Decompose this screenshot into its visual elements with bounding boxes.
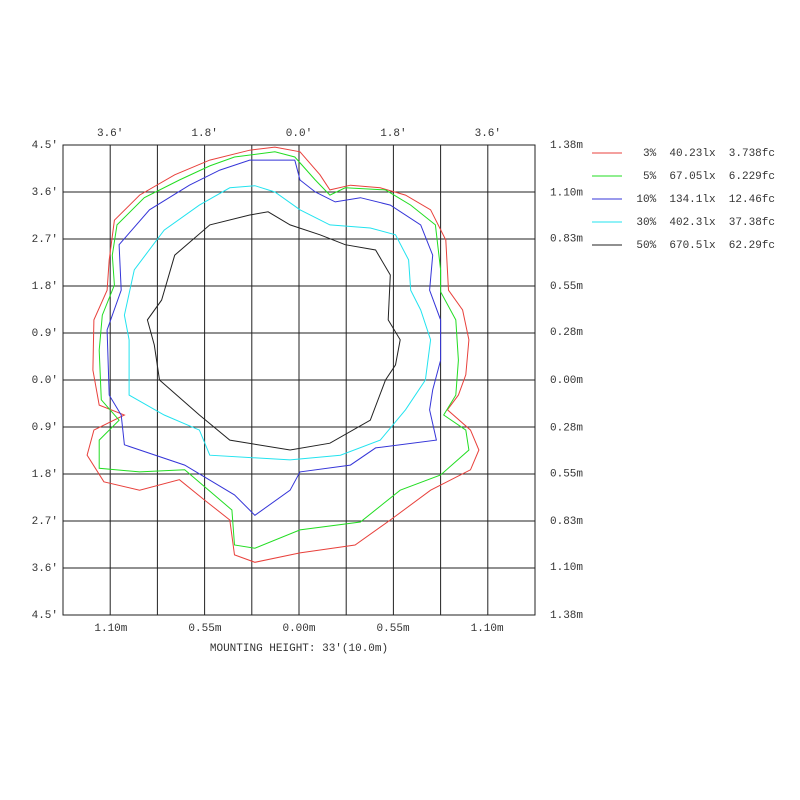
- x-tick-label: 3.6': [475, 128, 501, 140]
- contour-line: [123, 185, 432, 461]
- x-tick-label: 3.6': [97, 128, 123, 140]
- x2-tick-label: 0.55m: [377, 623, 410, 635]
- y2-tick-label: 0.28m: [550, 327, 583, 339]
- x-tick-label: 0.0': [286, 128, 312, 140]
- y-tick-label: 1.8': [32, 469, 58, 481]
- x2-tick-label: 1.10m: [94, 623, 127, 635]
- x-tick-label: 1.8': [380, 128, 406, 140]
- x-tick-label: 1.8': [191, 128, 217, 140]
- legend-label: 10% 134.1lx 12.46fc: [636, 194, 775, 206]
- y2-tick-label: 0.83m: [550, 516, 583, 528]
- y2-tick-label: 1.10m: [550, 562, 583, 574]
- y2-tick-label: 1.38m: [550, 140, 583, 152]
- contour-line: [86, 146, 480, 563]
- y2-tick-label: 0.28m: [550, 423, 583, 435]
- x2-tick-label: 0.55m: [188, 623, 221, 635]
- y2-tick-label: 0.00m: [550, 375, 583, 387]
- y-tick-label: 0.9': [32, 328, 58, 340]
- y-tick-label: 2.7': [32, 234, 58, 246]
- plot-frame: [62, 144, 536, 616]
- contour-line: [146, 211, 401, 451]
- y-tick-label: 0.0': [32, 375, 58, 387]
- x-axis-label: MOUNTING HEIGHT: 33'(10.0m): [210, 643, 388, 655]
- y2-tick-label: 0.83m: [550, 234, 583, 246]
- y-tick-label: 2.7': [32, 516, 58, 528]
- legend-label: 30% 402.3lx 37.38fc: [636, 217, 775, 229]
- legend-label: 50% 670.5lx 62.29fc: [636, 240, 775, 252]
- x2-tick-label: 0.00m: [282, 623, 315, 635]
- contour-line: [106, 159, 442, 516]
- y2-tick-label: 1.38m: [550, 610, 583, 622]
- y-tick-label: 4.5': [32, 610, 58, 622]
- x2-tick-label: 1.10m: [471, 623, 504, 635]
- y2-tick-label: 1.10m: [550, 188, 583, 200]
- y-tick-label: 0.9': [32, 422, 58, 434]
- y-tick-label: 3.6': [32, 563, 58, 575]
- y-tick-label: 1.8': [32, 281, 58, 293]
- y-tick-label: 3.6': [32, 187, 58, 199]
- y-tick-label: 4.5': [32, 140, 58, 152]
- legend-label: 5% 67.05lx 6.229fc: [643, 171, 775, 183]
- y2-tick-label: 0.55m: [550, 281, 583, 293]
- contour-line: [98, 151, 470, 549]
- y2-tick-label: 0.55m: [550, 469, 583, 481]
- legend-label: 3% 40.23lx 3.738fc: [643, 148, 775, 160]
